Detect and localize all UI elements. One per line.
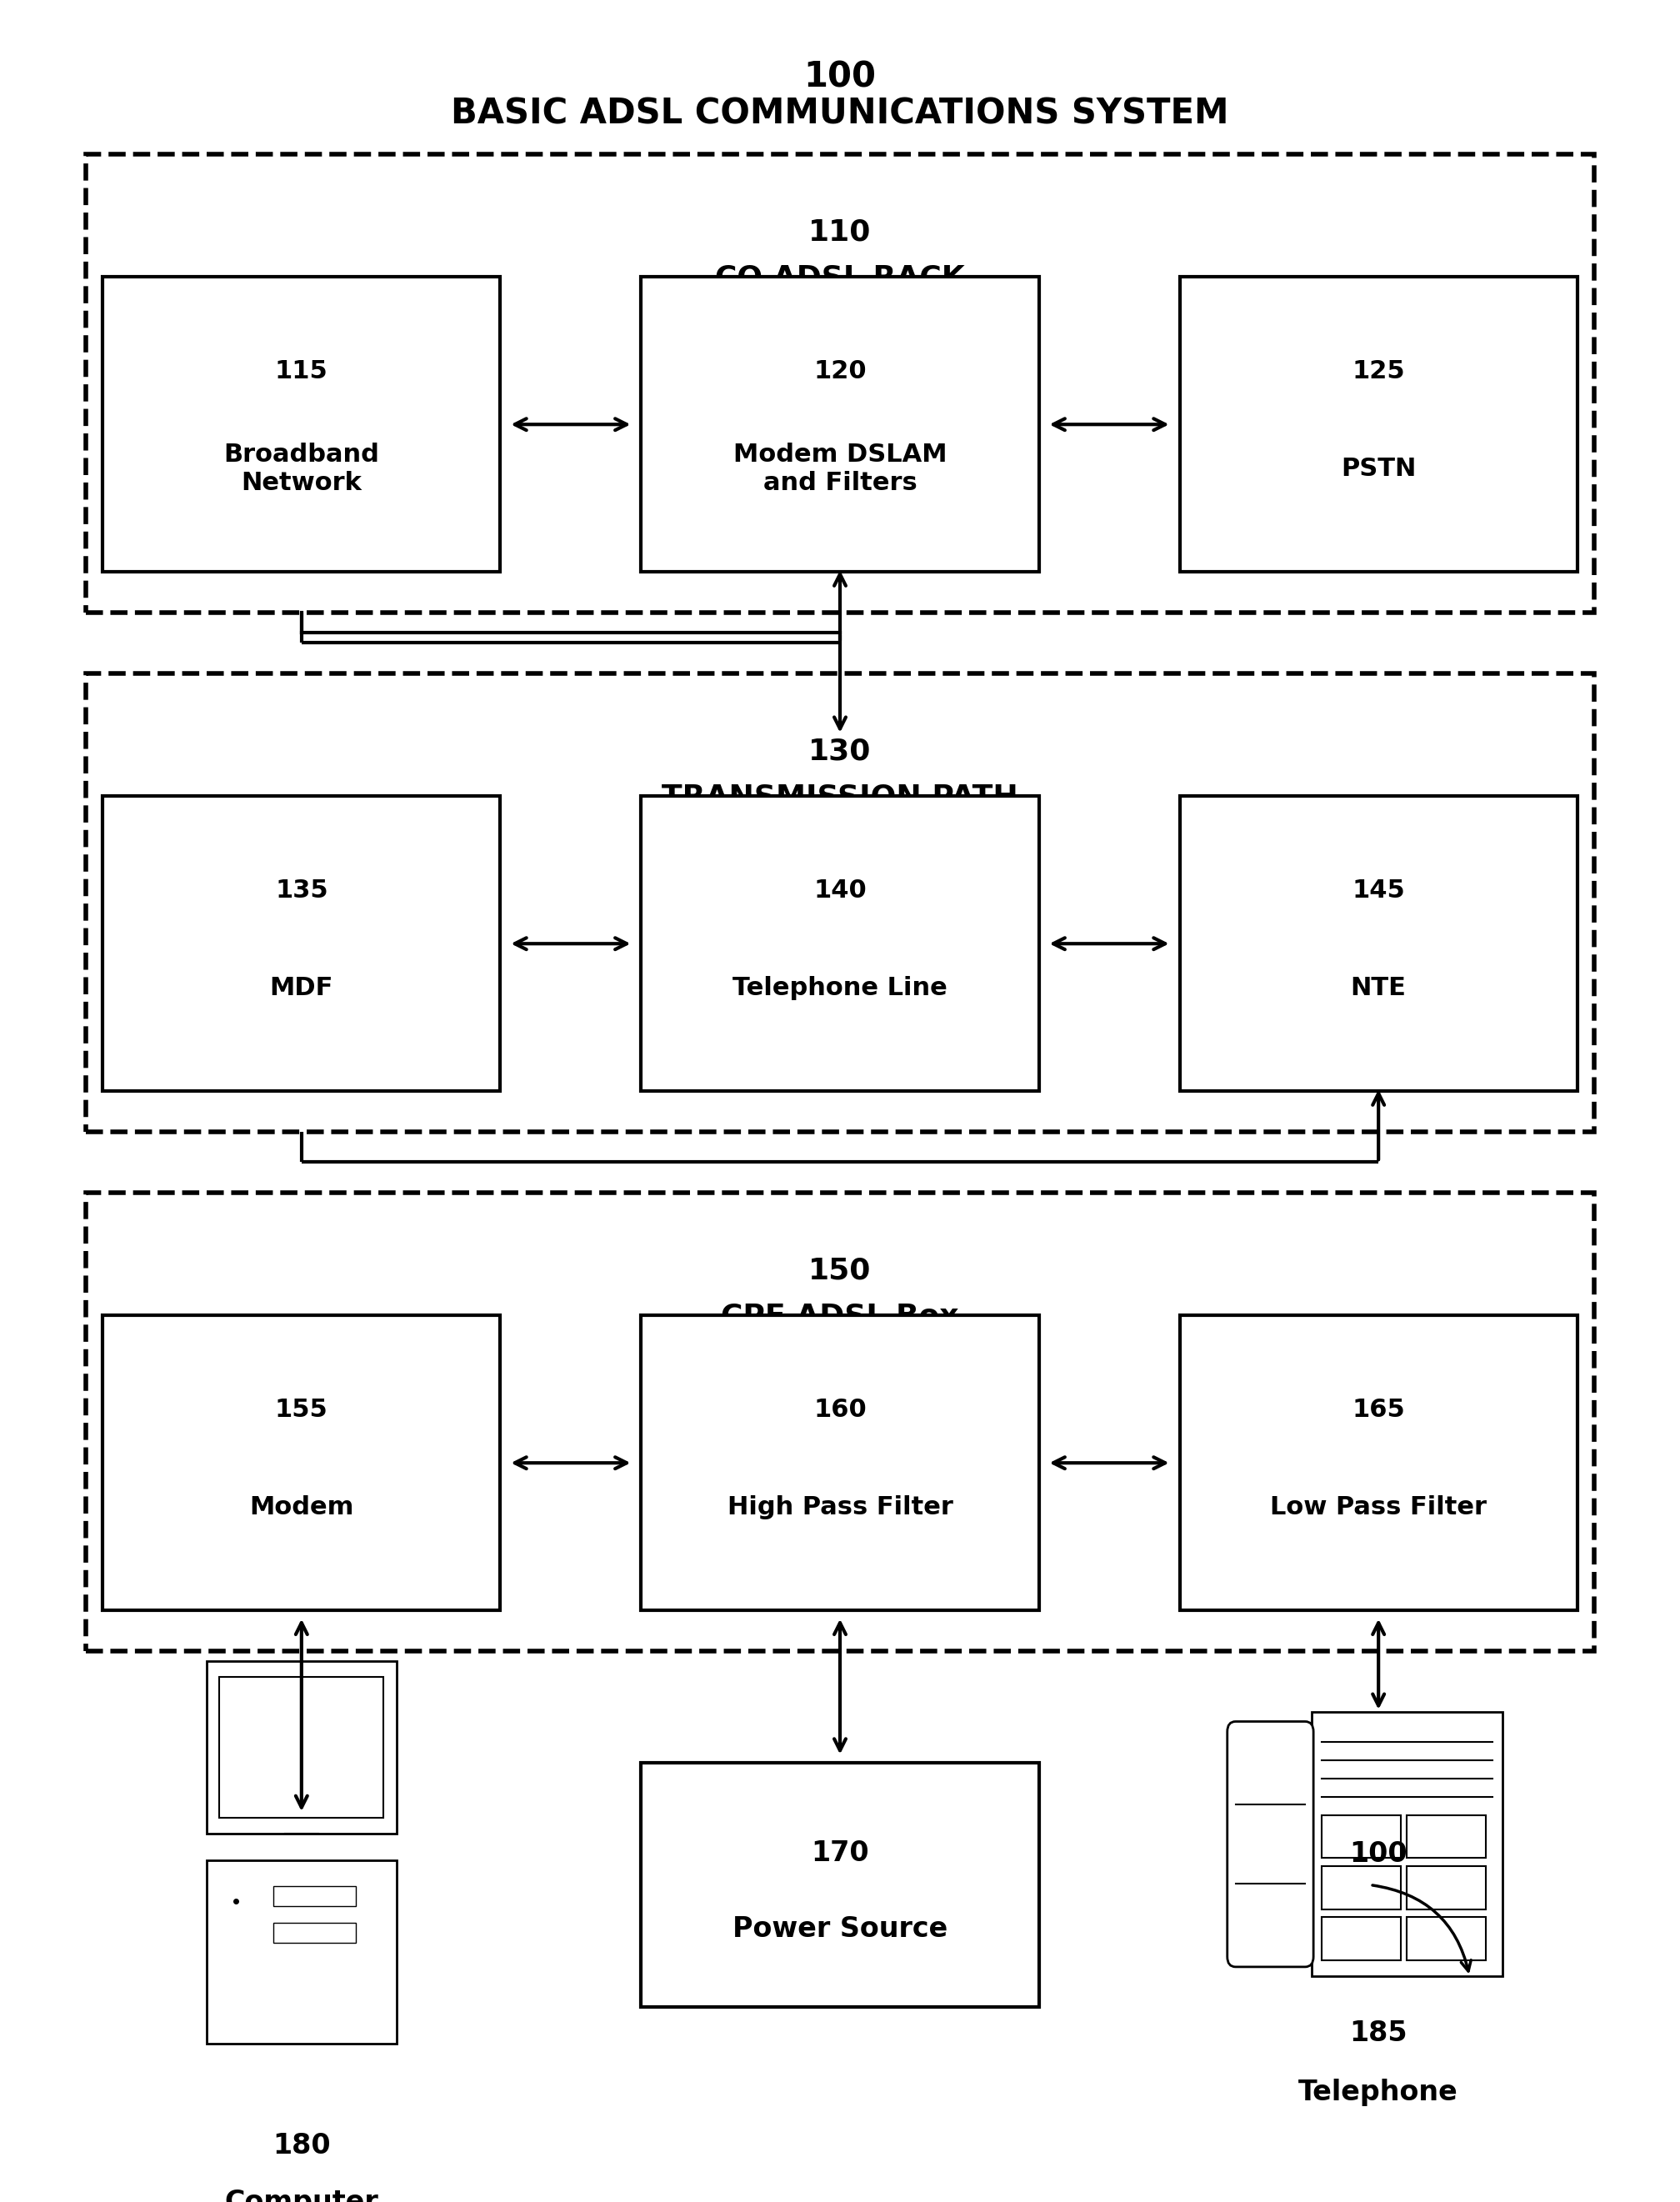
Bar <box>642 797 1038 1092</box>
Text: 165: 165 <box>1352 1398 1404 1422</box>
Bar <box>102 277 501 573</box>
Text: Modem DSLAM
and Filters: Modem DSLAM and Filters <box>732 443 948 495</box>
Bar <box>220 1678 383 1817</box>
Text: 140: 140 <box>813 879 867 903</box>
Bar <box>1322 1918 1401 1960</box>
Bar <box>1408 1814 1485 1858</box>
Text: 120: 120 <box>813 359 867 383</box>
Text: Modem: Modem <box>249 1495 354 1519</box>
Bar <box>272 1922 356 1942</box>
FancyArrowPatch shape <box>1373 1885 1472 1971</box>
Text: 135: 135 <box>276 879 328 903</box>
Text: 170: 170 <box>811 1839 869 1867</box>
Text: PSTN: PSTN <box>1341 456 1416 480</box>
Text: 125: 125 <box>1352 359 1404 383</box>
Text: Power Source: Power Source <box>732 1916 948 1942</box>
Text: 110: 110 <box>808 218 872 247</box>
Bar <box>1408 1918 1485 1960</box>
Text: Broadband
Network: Broadband Network <box>223 443 380 495</box>
Text: 180: 180 <box>272 2132 331 2160</box>
Text: TRANSMISSION PATH: TRANSMISSION PATH <box>662 784 1018 810</box>
Text: BASIC ADSL COMMUNICATIONS SYSTEM: BASIC ADSL COMMUNICATIONS SYSTEM <box>450 97 1230 130</box>
Text: Telephone Line: Telephone Line <box>732 975 948 1000</box>
Bar <box>1322 1865 1401 1909</box>
Bar <box>102 1315 501 1610</box>
Bar <box>1179 277 1578 573</box>
Text: 150: 150 <box>808 1257 872 1284</box>
Bar <box>1322 1814 1401 1858</box>
Text: 100: 100 <box>1349 1841 1408 1867</box>
Text: 115: 115 <box>276 359 328 383</box>
Bar <box>642 1315 1038 1610</box>
Text: CPE ADSL Box: CPE ADSL Box <box>721 1301 959 1330</box>
Text: NTE: NTE <box>1351 975 1406 1000</box>
Text: High Pass Filter: High Pass Filter <box>727 1495 953 1519</box>
Bar <box>207 2050 396 2094</box>
Text: 185: 185 <box>1349 2019 1408 2048</box>
Bar <box>86 154 1594 612</box>
Text: 130: 130 <box>808 738 872 766</box>
Bar <box>86 674 1594 1132</box>
Text: Low Pass Filter: Low Pass Filter <box>1270 1495 1487 1519</box>
Bar <box>642 1764 1038 2006</box>
Bar <box>86 1193 1594 1652</box>
Bar <box>207 1660 396 1834</box>
Bar <box>1408 1865 1485 1909</box>
Bar <box>272 1885 356 1907</box>
Text: Computer: Computer <box>225 2189 378 2202</box>
Text: 160: 160 <box>813 1398 867 1422</box>
Bar <box>642 277 1038 573</box>
Text: MDF: MDF <box>270 975 333 1000</box>
Text: CO ADSL RACK: CO ADSL RACK <box>716 264 964 293</box>
Bar <box>1312 1711 1502 1977</box>
Bar <box>102 797 501 1092</box>
FancyBboxPatch shape <box>1228 1722 1314 1966</box>
Text: 100: 100 <box>803 59 877 95</box>
Text: 145: 145 <box>1352 879 1404 903</box>
Bar <box>1179 797 1578 1092</box>
Bar <box>1179 1315 1578 1610</box>
Text: Telephone: Telephone <box>1299 2079 1458 2107</box>
Text: 155: 155 <box>276 1398 328 1422</box>
Bar <box>207 1861 396 2043</box>
Bar <box>1235 1806 1305 1883</box>
